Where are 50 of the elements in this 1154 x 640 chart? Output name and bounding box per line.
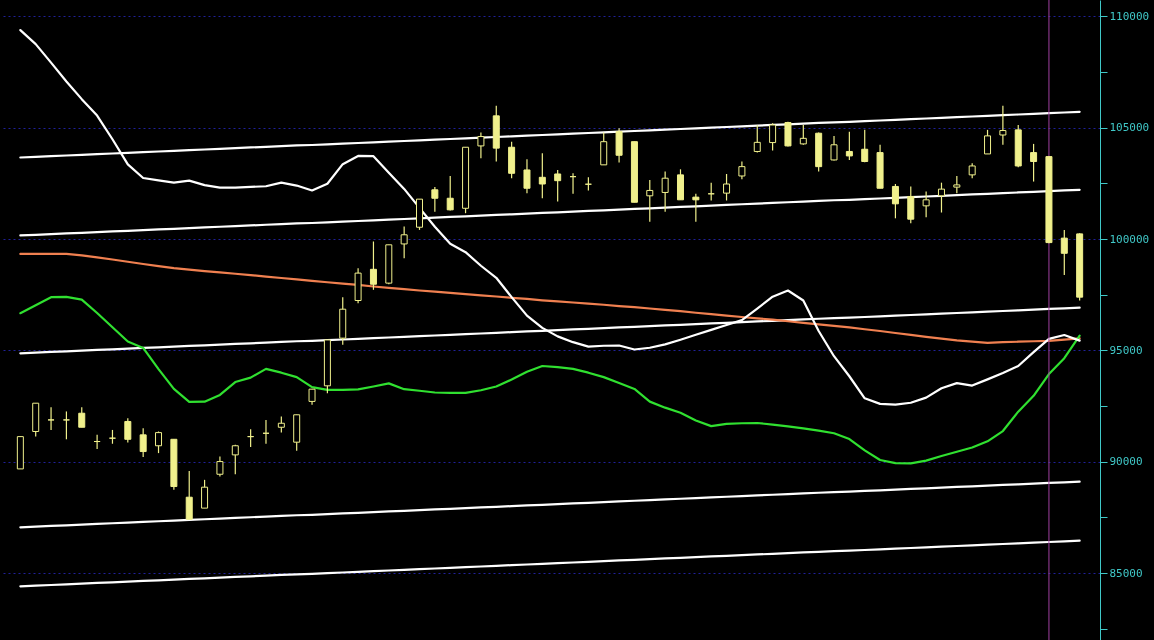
candlestick xyxy=(369,240,377,291)
candlestick xyxy=(600,131,608,166)
candlestick xyxy=(124,417,132,444)
candlestick xyxy=(661,170,669,213)
y-tick-label: 90000 xyxy=(1109,455,1143,469)
candlestick xyxy=(615,127,623,164)
candlestick xyxy=(47,406,55,431)
candlestick xyxy=(845,131,853,161)
candlestick xyxy=(937,182,945,214)
candlestick xyxy=(62,410,70,440)
candlestick xyxy=(891,183,899,219)
candlestick xyxy=(753,124,761,154)
candlestick xyxy=(231,444,239,475)
candlestick xyxy=(907,185,915,224)
candlestick xyxy=(538,152,546,199)
y-tick-label: 95000 xyxy=(1109,343,1143,357)
candlestick xyxy=(830,135,838,162)
line-series xyxy=(19,252,1081,344)
candlestick xyxy=(554,169,562,203)
y-tick-label: 100000 xyxy=(1109,232,1150,246)
line-series xyxy=(19,295,1081,465)
candlestick xyxy=(201,479,209,509)
candlestick xyxy=(216,455,224,478)
candlestick xyxy=(999,105,1007,146)
candlestick xyxy=(861,129,869,163)
candlestick xyxy=(723,173,731,202)
line-series xyxy=(19,480,1081,529)
candlestick xyxy=(799,124,807,146)
candlestick xyxy=(1030,143,1038,183)
candlestick xyxy=(477,131,485,159)
candlestick xyxy=(692,193,700,223)
candlestick xyxy=(1060,229,1068,276)
candlestick xyxy=(523,158,531,194)
line-series xyxy=(19,539,1081,588)
candlestick xyxy=(155,430,163,454)
candlestick xyxy=(984,129,992,155)
candlestick xyxy=(78,406,86,428)
candlestick xyxy=(185,470,193,520)
candlestick xyxy=(646,179,654,223)
candlestick xyxy=(922,190,930,218)
candlestick xyxy=(400,225,408,259)
y-tick-label: 110000 xyxy=(1109,9,1150,23)
y-tick-label: 105000 xyxy=(1109,121,1150,135)
candlestick xyxy=(769,122,777,152)
candlestick xyxy=(446,175,454,212)
candlestick xyxy=(431,186,439,213)
candlestick xyxy=(139,427,147,458)
line-series xyxy=(19,28,1081,406)
candlestick xyxy=(784,121,792,148)
y-tick-label: 85000 xyxy=(1109,566,1143,580)
